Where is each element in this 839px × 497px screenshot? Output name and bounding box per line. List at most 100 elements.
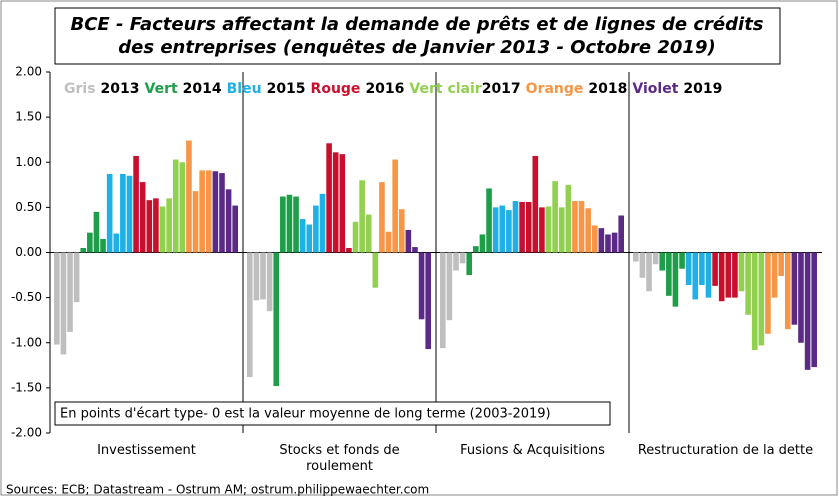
bar <box>633 252 639 262</box>
bar <box>73 252 80 303</box>
bar <box>192 191 199 253</box>
bar <box>765 252 771 334</box>
y-tick-label: 2.00 <box>15 65 42 79</box>
bar <box>352 221 359 253</box>
y-tick-label: -1.00 <box>11 335 42 349</box>
bar <box>492 207 499 253</box>
bar <box>565 184 572 253</box>
bar <box>385 231 392 253</box>
title-box <box>54 7 781 65</box>
bar <box>446 252 453 321</box>
bar <box>745 252 751 315</box>
bar <box>611 232 618 253</box>
bar <box>798 252 804 343</box>
legend-name: Gris <box>64 81 96 97</box>
bar <box>699 252 705 285</box>
legend-year: 2017 <box>482 81 521 97</box>
source: Sources: ECB; Datastream - Ostrum AM; os… <box>6 483 429 497</box>
bar <box>212 171 219 253</box>
bar <box>784 252 791 330</box>
bar <box>159 206 166 253</box>
bar <box>572 201 578 253</box>
legend-year: 2015 <box>267 81 306 97</box>
legend-name: Vert clair <box>409 81 481 97</box>
bar <box>666 252 672 296</box>
bar <box>266 252 273 312</box>
bar <box>225 189 232 253</box>
note-box <box>54 401 611 426</box>
bar <box>205 170 212 253</box>
bar <box>732 252 738 298</box>
bar <box>705 252 712 298</box>
bar <box>199 170 205 253</box>
legend-year: 2019 <box>683 81 722 97</box>
bar <box>453 252 459 271</box>
bar <box>379 182 385 253</box>
y-tick-label: 0.50 <box>15 200 42 214</box>
bar <box>106 173 113 253</box>
legend-name: Orange <box>526 81 584 97</box>
bar <box>679 252 685 269</box>
bar <box>405 229 412 253</box>
y-tick-label: -0.50 <box>11 290 42 304</box>
legend-name: Vert <box>145 81 178 97</box>
bar <box>398 209 405 253</box>
bar <box>646 252 652 292</box>
bar <box>718 252 725 302</box>
bar <box>87 232 93 253</box>
bar <box>232 205 238 253</box>
bar <box>425 252 431 350</box>
y-tick-label: 0.00 <box>15 245 42 259</box>
bar <box>659 252 666 271</box>
bar <box>247 252 253 378</box>
bar <box>512 201 519 253</box>
x-tick-label: Stocks et fonds de roulement <box>279 443 400 474</box>
x-tick-label: Restructuration de la dette <box>637 443 814 458</box>
bar <box>473 246 479 253</box>
bar <box>499 205 506 253</box>
bar <box>60 252 67 355</box>
y-tick-label: -2.00 <box>11 426 42 440</box>
bar <box>365 214 372 253</box>
bar <box>179 162 186 253</box>
bar <box>412 247 418 253</box>
bar <box>804 252 811 370</box>
bar <box>725 252 732 298</box>
bar <box>319 193 326 253</box>
bar <box>293 196 299 253</box>
bar <box>113 233 120 253</box>
title-line: BCE - Facteurs affectant la demande de p… <box>70 14 763 35</box>
bar <box>126 175 133 253</box>
bar <box>339 154 346 253</box>
legend-name: Bleu <box>227 81 262 97</box>
bar <box>758 252 765 346</box>
bar <box>771 252 778 298</box>
bar <box>778 252 784 276</box>
bar <box>299 219 306 253</box>
y-tick-label: -1.50 <box>11 380 42 394</box>
bar <box>591 225 598 253</box>
legend-name: Rouge <box>311 81 361 97</box>
bar <box>598 228 605 253</box>
bar <box>440 252 446 349</box>
bar <box>313 205 319 253</box>
bar <box>791 252 798 325</box>
bar <box>332 152 339 253</box>
bar <box>166 198 172 253</box>
bar <box>539 207 545 253</box>
bar <box>286 194 293 253</box>
legend-year: 2013 <box>101 81 140 97</box>
bar <box>418 252 425 320</box>
bar <box>692 252 699 300</box>
bar <box>172 159 179 253</box>
bar <box>738 252 745 292</box>
bar <box>639 252 646 278</box>
bar <box>186 140 192 253</box>
x-tick-label: Fusions & Acquisitions <box>460 443 605 458</box>
bar <box>479 234 486 253</box>
bar <box>618 215 624 253</box>
bar <box>133 155 139 253</box>
